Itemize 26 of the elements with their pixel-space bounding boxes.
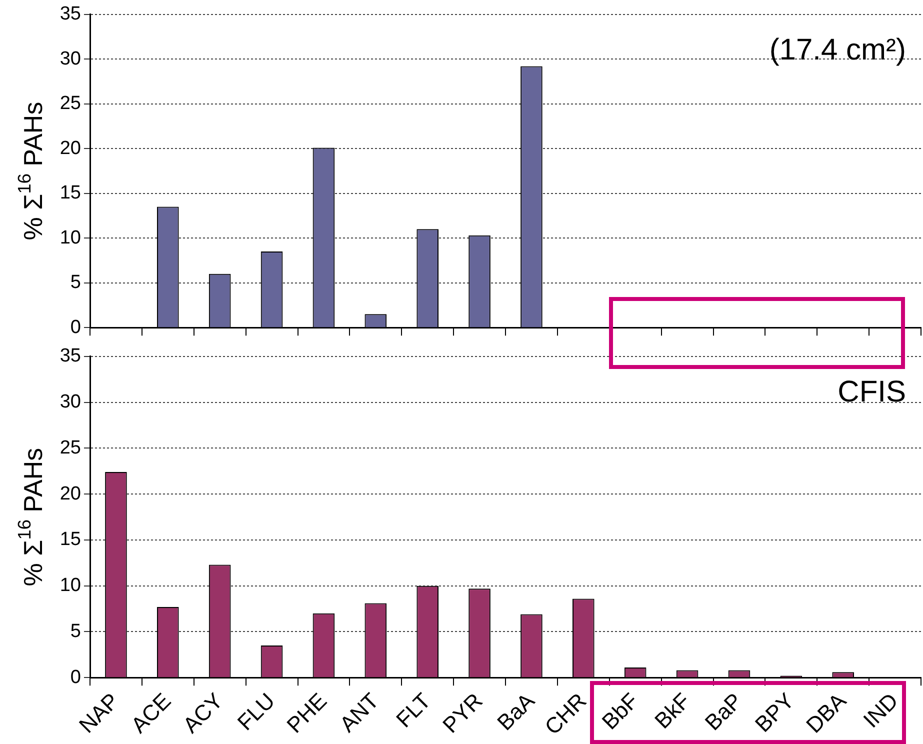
annotation: (17.4 cm²) <box>769 33 906 66</box>
y-tick-label: 30 <box>60 392 81 413</box>
y-tick-label: 0 <box>70 316 81 338</box>
x-tick-label: BkF <box>650 688 696 734</box>
y-tick-label: 5 <box>70 272 81 294</box>
x-tick-label: FLT <box>391 688 436 732</box>
y-axis-title: % Σ16 PAHs <box>14 102 48 240</box>
x-tick-label: IND <box>858 688 903 733</box>
y-axis-title: % Σ16 PAHs <box>14 448 48 586</box>
y-tick-label: 35 <box>60 4 81 25</box>
x-tick-label: BaP <box>700 688 748 736</box>
y-tick-label: 30 <box>60 48 81 70</box>
y-tick-label: 10 <box>60 227 81 248</box>
x-tick-label: DBA <box>801 688 852 738</box>
y-tick-label: 25 <box>60 93 81 114</box>
y-tick-label: 20 <box>60 483 81 504</box>
y-tick-label: 20 <box>60 138 81 159</box>
x-tick-label: BaA <box>492 688 540 736</box>
y-tick-label: 5 <box>70 620 81 642</box>
y-tick-label: 15 <box>60 182 81 204</box>
y-tick-label: 25 <box>60 437 81 458</box>
y-tick-label: 0 <box>70 666 81 688</box>
annotation: CFIS <box>838 375 906 408</box>
y-tick-label: 10 <box>60 575 81 596</box>
y-tick-label: 35 <box>60 346 81 367</box>
y-tick-label: 15 <box>60 529 81 550</box>
